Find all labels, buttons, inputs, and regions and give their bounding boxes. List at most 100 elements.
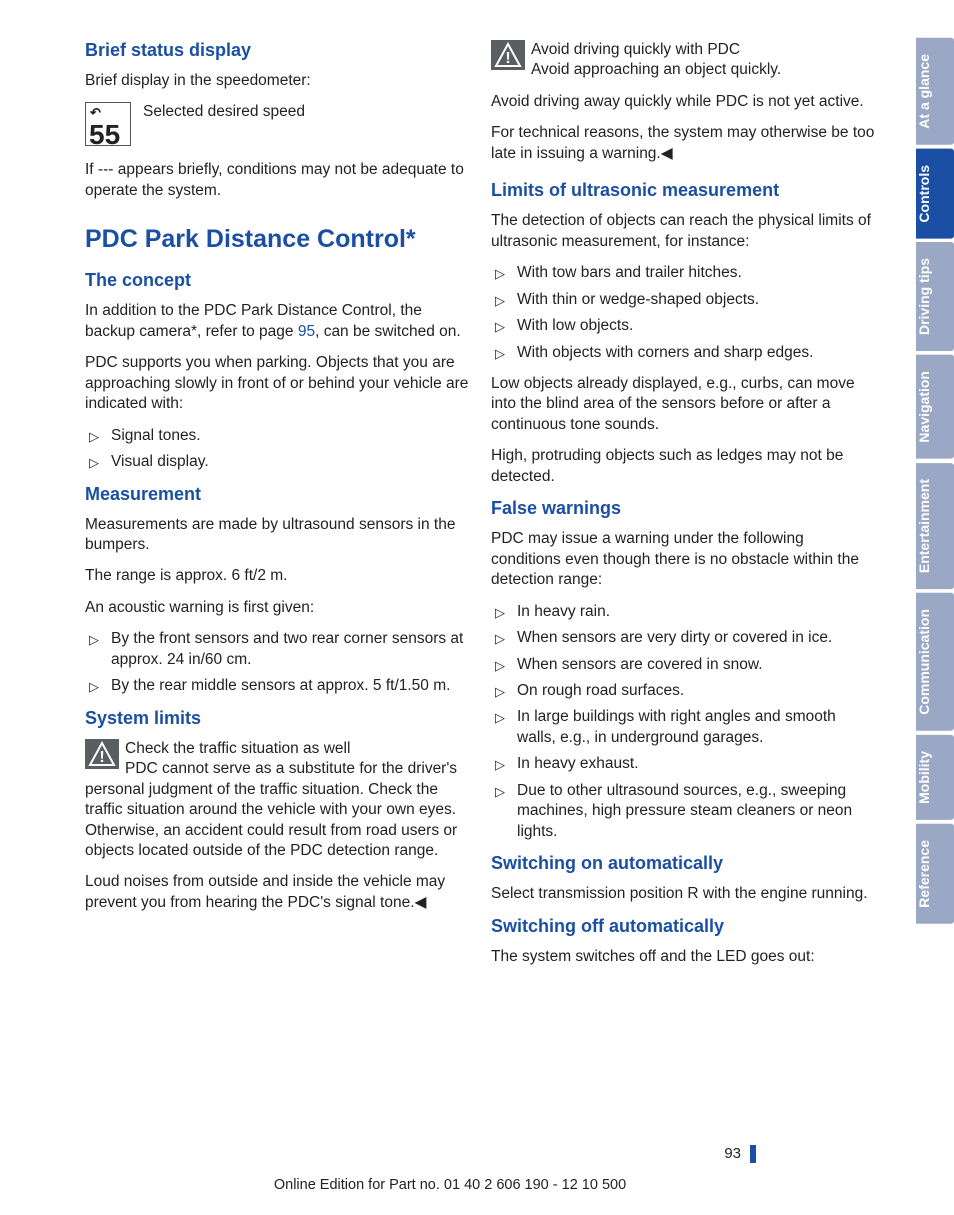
manual-page: Brief status display Brief display in th…	[0, 0, 954, 1215]
bullet-icon: ▷	[495, 316, 505, 336]
bullet-text: With low objects.	[517, 316, 633, 336]
bullet-text: On rough road surfaces.	[517, 681, 684, 701]
svg-text:!: !	[505, 50, 510, 67]
concept-heading: The concept	[85, 270, 469, 291]
false-bullets: ▷ In heavy rain. ▷ When sensors are very d…	[491, 602, 875, 843]
list-item: ▷By the front sensors and two rear corne…	[89, 629, 469, 670]
bullet-text: With tow bars and trailer hitches.	[517, 263, 742, 283]
bullet-icon: ▷	[495, 263, 505, 283]
bullet-icon: ▷	[495, 781, 505, 842]
tab-driving-tips[interactable]: Driving tips	[916, 242, 954, 351]
list-item: ▷In large buildings with right angles an…	[495, 707, 875, 748]
list-item: ▷ With objects with corners and sharp edg…	[495, 343, 875, 363]
bullet-icon: ▷	[89, 676, 99, 696]
page-number-bar-icon	[750, 1145, 756, 1163]
bullet-icon: ▷	[495, 602, 505, 622]
list-item: ▷ By the rear middle sensors at approx. 5…	[89, 676, 469, 696]
warning-body: PDC cannot serve as a substitute for the…	[85, 760, 457, 859]
tab-navigation[interactable]: Navigation	[916, 355, 954, 459]
bullet-text: When sensors are covered in snow.	[517, 655, 763, 675]
measurement-bullets: ▷By the front sensors and two rear corne…	[85, 629, 469, 696]
switch-on-heading: Switching on automatically	[491, 853, 875, 874]
bullet-icon: ▷	[495, 343, 505, 363]
limits-p1: The detection of objects can reach the p…	[491, 211, 875, 252]
measurement-p3: An acoustic warning is first given:	[85, 598, 469, 618]
limits-bullets: ▷ With tow bars and trailer hitches. ▷ Wit…	[491, 263, 875, 363]
warning-title: Check the traffic situation as well	[125, 740, 350, 757]
brief-status-p1: Brief display in the speedometer:	[85, 71, 469, 91]
warning-line1: Avoid driving quickly with PDC	[531, 41, 740, 58]
svg-text:!: !	[99, 749, 104, 766]
list-item: ▷In heavy exhaust.	[495, 754, 875, 774]
list-item: ▷ When sensors are very dirty or covered …	[495, 628, 875, 648]
top-p3: For technical reasons, the system may ot…	[491, 123, 875, 164]
system-limits-heading: System limits	[85, 708, 469, 729]
bullet-icon: ▷	[495, 655, 505, 675]
tab-entertainment[interactable]: Entertainment	[916, 463, 954, 589]
limits-p3: High, protruding objects such as ledges …	[491, 446, 875, 487]
measurement-heading: Measurement	[85, 484, 469, 505]
measurement-p1: Measurements are made by ultrasound sens…	[85, 515, 469, 556]
tab-reference[interactable]: Reference	[916, 824, 954, 924]
content-columns: Brief status display Brief display in th…	[85, 40, 875, 978]
list-item: ▷ In heavy rain.	[495, 602, 875, 622]
footer-text: Online Edition for Part no. 01 40 2 606 …	[0, 1177, 900, 1193]
limits-p2: Low objects already displayed, e.g., cur…	[491, 374, 875, 435]
concept-bullets: ▷ Signal tones. ▷ Visual display.	[85, 426, 469, 473]
speed-icon: ↶ 55	[85, 102, 131, 146]
tab-communication[interactable]: Communication	[916, 593, 954, 731]
limits-heading: Limits of ultrasonic measurement	[491, 180, 875, 201]
list-item: ▷ With thin or wedge-shaped objects.	[495, 290, 875, 310]
page-link-95[interactable]: 95	[298, 323, 315, 340]
bullet-icon: ▷	[495, 290, 505, 310]
list-item: ▷ Signal tones.	[89, 426, 469, 446]
bullet-text: With thin or wedge-shaped objects.	[517, 290, 759, 310]
bullet-icon: ▷	[89, 426, 99, 446]
switch-on-p: Select transmission position R with the …	[491, 884, 875, 904]
list-item: ▷ With low objects.	[495, 316, 875, 336]
concept-p1b: , can be switched on.	[315, 323, 461, 340]
system-limits-p2: Loud noises from outside and inside the …	[85, 872, 469, 913]
bullet-icon: ▷	[495, 754, 505, 774]
speed-value: 55	[89, 121, 120, 149]
concept-p1: In addition to the PDC Park Distance Con…	[85, 301, 469, 342]
list-item: ▷ With tow bars and trailer hitches.	[495, 263, 875, 283]
bullet-text: Due to other ultrasound sources, e.g., s…	[517, 781, 875, 842]
brief-status-heading: Brief status display	[85, 40, 469, 61]
avoid-driving-warning: ! Avoid driving quickly with PDC Avoid a…	[491, 40, 875, 81]
concept-p2: PDC supports you when parking. Objects t…	[85, 353, 469, 414]
bullet-text: Visual display.	[111, 452, 209, 472]
bullet-text: In heavy rain.	[517, 602, 610, 622]
page-number-block: 93	[724, 1145, 756, 1163]
list-item: ▷ Visual display.	[89, 452, 469, 472]
list-item: ▷ When sensors are covered in snow.	[495, 655, 875, 675]
tab-controls[interactable]: Controls	[916, 149, 954, 239]
warning-icon: !	[491, 40, 525, 70]
left-column: Brief status display Brief display in th…	[85, 40, 469, 978]
bullet-text: Signal tones.	[111, 426, 201, 446]
tab-mobility[interactable]: Mobility	[916, 735, 954, 820]
right-column: ! Avoid driving quickly with PDC Avoid a…	[491, 40, 875, 978]
top-p2: Avoid driving away quickly while PDC is …	[491, 92, 875, 112]
page-number: 93	[724, 1145, 747, 1162]
system-limits-warning: ! Check the traffic situation as well PD…	[85, 739, 469, 862]
false-p1: PDC may issue a warning under the follow…	[491, 529, 875, 590]
speed-label: Selected desired speed	[143, 102, 305, 122]
false-warnings-heading: False warnings	[491, 498, 875, 519]
switch-off-heading: Switching off automatically	[491, 916, 875, 937]
bullet-icon: ▷	[495, 628, 505, 648]
measurement-p2: The range is approx. 6 ft/2 m.	[85, 566, 469, 586]
bullet-text: When sensors are very dirty or covered i…	[517, 628, 832, 648]
bullet-text: With objects with corners and sharp edge…	[517, 343, 813, 363]
bullet-icon: ▷	[89, 452, 99, 472]
bullet-icon: ▷	[495, 681, 505, 701]
bullet-text: By the rear middle sensors at approx. 5 …	[111, 676, 450, 696]
switch-off-p: The system switches off and the LED goes…	[491, 947, 875, 967]
speed-display-block: ↶ 55 Selected desired speed	[85, 102, 469, 146]
brief-status-p2: If --- appears briefly, conditions may n…	[85, 160, 469, 201]
section-tabs: At a glance Controls Driving tips Naviga…	[916, 38, 954, 927]
bullet-icon: ▷	[89, 629, 99, 670]
bullet-icon: ▷	[495, 707, 505, 748]
warning-icon: !	[85, 739, 119, 769]
tab-at-a-glance[interactable]: At a glance	[916, 38, 954, 145]
